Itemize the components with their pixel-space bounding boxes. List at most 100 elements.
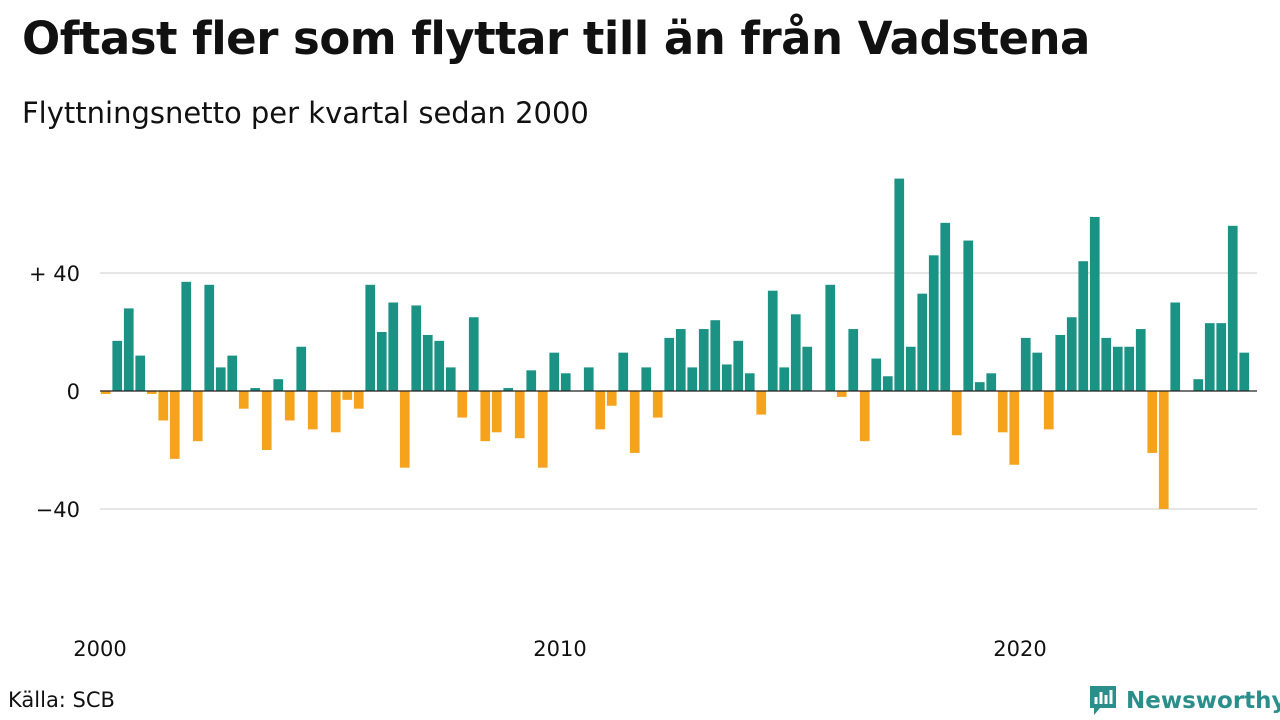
bar [894,178,905,391]
bar [1135,329,1146,391]
bar [342,391,353,400]
bar [802,346,813,391]
bar [940,222,951,391]
bar [503,388,514,391]
bar-chart: + 40 0 −40 2000 2010 2020 [29,178,1257,661]
bar [1089,216,1100,391]
bar [560,373,571,391]
bar [215,367,226,391]
bar [158,391,169,421]
brand-logo: Newsworthy [1088,684,1280,718]
bar [1193,379,1204,391]
bar [629,391,640,453]
bar [618,352,629,391]
bar [882,376,893,391]
bar [733,340,744,391]
bar [687,367,698,391]
bar [169,391,180,459]
bar [376,332,387,391]
bar [583,367,594,391]
bar [664,337,675,391]
bar [790,314,801,391]
bar [181,281,192,391]
bar [1020,337,1031,391]
bar [1158,391,1169,509]
bar [491,391,502,433]
chart-subtitle: Flyttningsnetto per kvartal sedan 2000 [22,96,589,130]
bar [1101,337,1112,391]
bar [974,382,985,391]
bar [526,370,537,391]
bar [1227,225,1238,391]
bar [825,284,836,391]
bar [963,240,974,391]
bar [537,391,548,468]
bar [767,290,778,391]
bar [388,302,399,391]
axis-labels: + 40 0 −40 2000 2010 2020 [29,262,1047,661]
bar [951,391,962,436]
bar [353,391,364,409]
bar [112,340,123,391]
bar [1216,323,1227,391]
bar [227,355,238,391]
bar [1204,323,1215,391]
bar [848,329,859,391]
bar [1170,302,1181,391]
bar [434,340,445,391]
newsworthy-logo-icon [1090,686,1116,715]
bar [468,317,479,391]
bar [871,358,882,391]
bar [284,391,295,421]
x-tick-label: 2020 [993,637,1046,661]
bar [307,391,318,430]
bar [261,391,272,450]
bar [779,367,790,391]
source-note: Källa: SCB [8,688,115,712]
bar [986,373,997,391]
bar [675,329,686,391]
bar [1055,334,1066,391]
bar [365,284,376,391]
bar [445,367,456,391]
y-tick-label: 0 [67,380,80,404]
bar [928,255,939,391]
bar [1078,261,1089,391]
bar [480,391,491,442]
bar [721,364,732,391]
bar [756,391,767,415]
bar [1009,391,1020,465]
bar [606,391,617,406]
bar [1032,352,1043,391]
bar [836,391,847,397]
bar [744,373,755,391]
bar [859,391,870,442]
bar [457,391,468,418]
bar [192,391,203,442]
x-tick-label: 2000 [73,637,126,661]
bar [399,391,410,468]
y-tick-label: −40 [36,498,80,522]
bar [146,391,157,394]
bar [422,334,433,391]
y-tick-label: + 40 [29,262,80,286]
chart-title: Oftast fler som flyttar till än från Vad… [22,12,1090,65]
bar [698,329,709,391]
bar [997,391,1008,433]
bar [204,284,215,391]
brand-name: Newsworthy [1126,688,1280,714]
bar [1147,391,1158,453]
bar [296,346,307,391]
bar [641,367,652,391]
bar [905,346,916,391]
bar [1066,317,1077,391]
bar [1043,391,1054,430]
gridlines [100,272,1257,510]
bar [135,355,146,391]
bar [652,391,663,418]
bar [330,391,341,433]
bar [595,391,606,430]
bar [100,391,111,394]
bar [710,320,721,391]
bar [411,305,422,391]
